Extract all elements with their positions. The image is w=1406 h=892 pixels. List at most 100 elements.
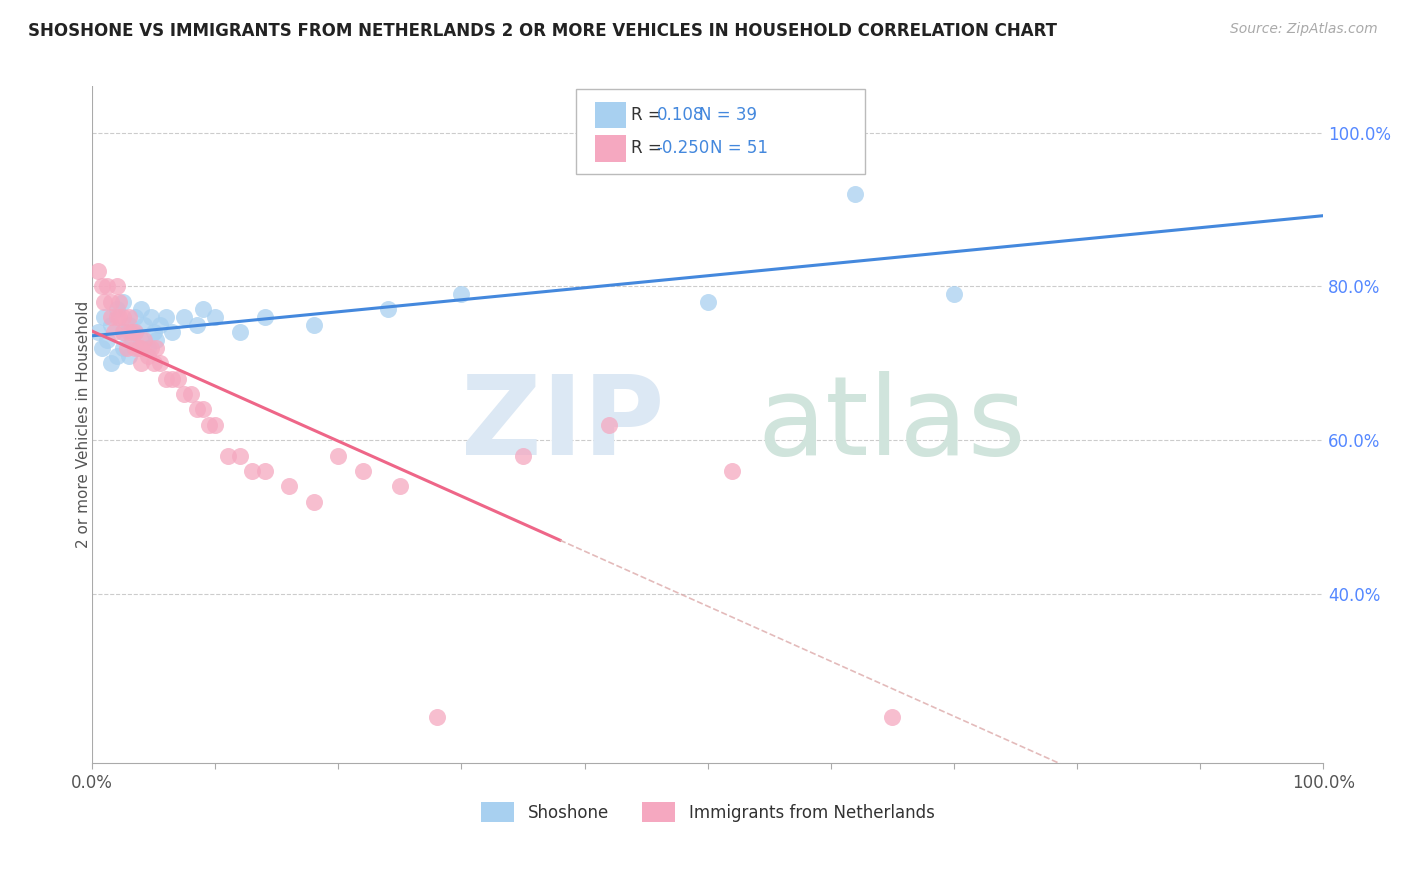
Point bbox=[111, 294, 134, 309]
Point bbox=[100, 310, 122, 324]
Point bbox=[91, 279, 114, 293]
Point bbox=[142, 356, 165, 370]
Point bbox=[160, 371, 183, 385]
Text: N = 51: N = 51 bbox=[710, 139, 768, 157]
Point bbox=[278, 479, 301, 493]
Point bbox=[91, 341, 114, 355]
Point bbox=[173, 310, 195, 324]
Point bbox=[118, 310, 141, 324]
Point bbox=[302, 318, 325, 332]
Point bbox=[217, 449, 239, 463]
Point bbox=[105, 349, 128, 363]
Point bbox=[204, 417, 226, 432]
Point bbox=[105, 279, 128, 293]
Point bbox=[167, 371, 190, 385]
Point bbox=[93, 294, 115, 309]
Point bbox=[180, 387, 202, 401]
Point bbox=[100, 294, 122, 309]
Text: Source: ZipAtlas.com: Source: ZipAtlas.com bbox=[1230, 22, 1378, 37]
Point bbox=[131, 341, 153, 355]
Point bbox=[105, 302, 128, 317]
Point bbox=[136, 341, 159, 355]
Point bbox=[132, 333, 155, 347]
Point bbox=[229, 449, 252, 463]
Point bbox=[118, 326, 141, 340]
Point bbox=[352, 464, 374, 478]
Point bbox=[111, 310, 134, 324]
Point bbox=[121, 326, 143, 340]
Point bbox=[121, 333, 143, 347]
Point bbox=[87, 264, 110, 278]
Point bbox=[100, 318, 122, 332]
Point bbox=[115, 341, 138, 355]
Point bbox=[155, 371, 177, 385]
Point bbox=[93, 310, 115, 324]
Point bbox=[844, 187, 866, 202]
Point bbox=[426, 710, 449, 724]
Point bbox=[141, 341, 163, 355]
Point bbox=[145, 341, 167, 355]
Point bbox=[253, 310, 276, 324]
Point bbox=[186, 318, 208, 332]
Point bbox=[173, 387, 195, 401]
Point bbox=[124, 341, 146, 355]
Text: SHOSHONE VS IMMIGRANTS FROM NETHERLANDS 2 OR MORE VEHICLES IN HOUSEHOLD CORRELAT: SHOSHONE VS IMMIGRANTS FROM NETHERLANDS … bbox=[28, 22, 1057, 40]
Point bbox=[328, 449, 350, 463]
Point bbox=[191, 402, 214, 417]
Point bbox=[142, 326, 165, 340]
Point bbox=[131, 356, 153, 370]
Point bbox=[105, 310, 128, 324]
Point bbox=[388, 479, 411, 493]
Point bbox=[118, 349, 141, 363]
Point bbox=[145, 333, 167, 347]
Point bbox=[131, 333, 153, 347]
Point bbox=[111, 326, 134, 340]
Point bbox=[141, 310, 163, 324]
Text: ZIP: ZIP bbox=[461, 371, 665, 478]
Point bbox=[882, 710, 904, 724]
Point bbox=[155, 310, 177, 324]
Point bbox=[96, 279, 118, 293]
Point bbox=[240, 464, 263, 478]
Point bbox=[598, 417, 620, 432]
Point bbox=[111, 341, 134, 355]
Point bbox=[96, 333, 118, 347]
Point bbox=[103, 326, 125, 340]
Point bbox=[696, 294, 718, 309]
Point bbox=[160, 326, 183, 340]
Point bbox=[186, 402, 208, 417]
Point bbox=[124, 310, 146, 324]
Text: R =: R = bbox=[631, 106, 668, 124]
Point bbox=[198, 417, 221, 432]
Text: 0.108: 0.108 bbox=[657, 106, 704, 124]
Point bbox=[204, 310, 226, 324]
Point bbox=[124, 326, 146, 340]
Point bbox=[450, 287, 472, 301]
Point bbox=[124, 326, 146, 340]
Y-axis label: 2 or more Vehicles in Household: 2 or more Vehicles in Household bbox=[76, 301, 91, 549]
Point bbox=[302, 494, 325, 508]
Point bbox=[128, 341, 150, 355]
Point bbox=[721, 464, 744, 478]
Point bbox=[100, 356, 122, 370]
Text: N = 39: N = 39 bbox=[699, 106, 756, 124]
Point bbox=[136, 349, 159, 363]
Legend: Shoshone, Immigrants from Netherlands: Shoshone, Immigrants from Netherlands bbox=[481, 802, 935, 822]
Point bbox=[942, 287, 965, 301]
Point bbox=[229, 326, 252, 340]
Point bbox=[118, 318, 141, 332]
Point bbox=[512, 449, 534, 463]
Point bbox=[87, 326, 110, 340]
Text: -0.250: -0.250 bbox=[657, 139, 710, 157]
Text: R =: R = bbox=[631, 139, 668, 157]
Point bbox=[377, 302, 399, 317]
Text: atlas: atlas bbox=[756, 371, 1025, 478]
Point bbox=[131, 302, 153, 317]
Point bbox=[108, 294, 131, 309]
Point bbox=[253, 464, 276, 478]
Point bbox=[111, 326, 134, 340]
Point bbox=[108, 310, 131, 324]
Point bbox=[132, 318, 155, 332]
Point bbox=[191, 302, 214, 317]
Point bbox=[149, 356, 172, 370]
